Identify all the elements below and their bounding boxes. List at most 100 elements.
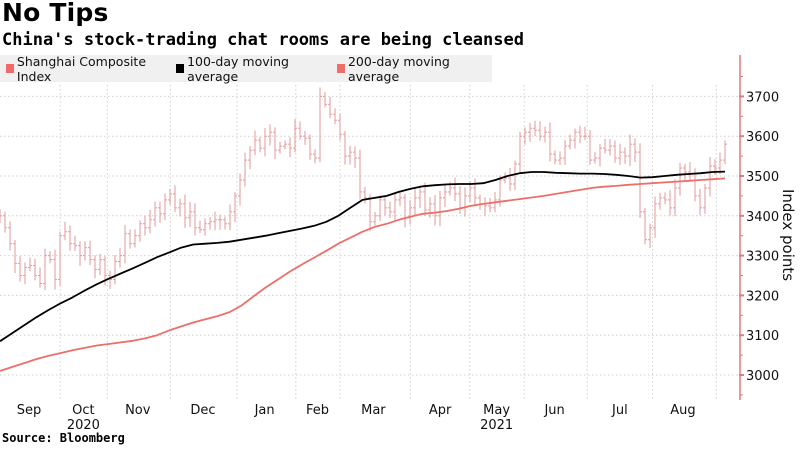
x-axis: Sep Oct Nov Dec Jan Feb Mar Apr May Jun Jul Aug 2020…	[17, 403, 696, 433]
price-bar	[28, 257, 32, 272]
chart-subtitle: China's stock-trading chat rooms are bei…	[2, 30, 524, 50]
price-bar	[8, 221, 12, 251]
price-bar	[503, 172, 507, 184]
price-bar	[508, 167, 512, 191]
price-bar	[308, 134, 312, 160]
price-bar	[708, 156, 712, 197]
price-bar	[608, 139, 612, 156]
moving-average-lines	[0, 170, 726, 372]
price-bar	[393, 192, 397, 222]
price-bar	[193, 203, 197, 236]
price-bar	[198, 220, 202, 234]
chart-title: No Tips	[2, 0, 109, 27]
price-bar	[78, 241, 82, 266]
x-tick-label: Nov	[125, 403, 151, 418]
price-bar	[188, 201, 192, 228]
price-bar	[698, 188, 702, 216]
price-bar	[143, 215, 147, 236]
price-bar	[483, 197, 487, 217]
price-bar	[668, 190, 672, 216]
price-bar	[138, 220, 142, 242]
price-bar	[548, 122, 552, 162]
price-bar	[513, 160, 517, 190]
price-bar	[293, 119, 297, 153]
price-bar	[163, 193, 167, 221]
x-tick-label: Sep	[17, 403, 42, 418]
price-bar	[218, 214, 222, 230]
price-bar	[173, 185, 177, 212]
price-bar	[573, 128, 577, 149]
price-bar	[613, 140, 617, 163]
price-bar	[108, 270, 112, 289]
ma100-line	[0, 170, 726, 342]
price-bar	[578, 125, 582, 144]
price-bar	[158, 201, 162, 224]
price-bar	[663, 192, 667, 205]
price-bar	[23, 262, 27, 285]
price-bar	[113, 255, 117, 285]
price-bar	[423, 182, 427, 216]
price-bar	[283, 140, 287, 150]
y-tick-label: 3700	[746, 90, 779, 105]
price-bar	[433, 195, 437, 226]
x-tick-label: Apr	[429, 403, 452, 418]
price-bar	[83, 241, 87, 261]
price-bar	[408, 199, 412, 225]
price-bar	[48, 251, 52, 264]
x-tick-label: Jan	[254, 403, 275, 418]
price-bar	[248, 146, 252, 169]
price-bar	[718, 152, 722, 174]
y-axis-title: Index points	[779, 189, 797, 281]
price-bar	[553, 150, 557, 165]
price-bar	[168, 188, 172, 205]
price-bar	[363, 186, 367, 204]
price-bar	[243, 152, 247, 187]
price-bar	[538, 121, 542, 141]
legend: Shanghai Composite Index 100-day moving …	[0, 54, 492, 84]
y-tick-label: 3600	[746, 130, 779, 145]
x-year-label: 2021	[480, 418, 513, 433]
price-bar	[358, 149, 362, 200]
price-bar	[203, 218, 207, 236]
price-bar	[58, 231, 62, 286]
price-bar	[658, 192, 662, 210]
ma200-line	[0, 177, 726, 372]
price-bar	[653, 196, 657, 238]
price-bar	[68, 225, 72, 251]
y-tick-label: 3100	[746, 329, 779, 344]
price-bar	[598, 144, 602, 167]
price-bar	[93, 255, 97, 279]
price-bar	[333, 108, 337, 125]
price-bar	[298, 121, 302, 140]
price-bar	[583, 126, 587, 141]
price-bar	[253, 130, 257, 156]
price-bar	[278, 141, 282, 154]
price-bar	[703, 183, 707, 214]
price-bar	[123, 225, 127, 264]
x-tick-label: Dec	[190, 403, 215, 418]
price-bar	[153, 201, 157, 227]
price-bar	[473, 178, 477, 207]
price-bar	[458, 186, 462, 214]
source-note: Source: Bloomberg	[2, 431, 125, 445]
price-bar	[528, 122, 532, 142]
y-tick-label: 3300	[746, 250, 779, 265]
price-bar	[273, 127, 277, 160]
price-bar	[318, 87, 322, 163]
price-bar	[628, 134, 632, 167]
price-bar	[228, 204, 232, 231]
price-bar	[348, 145, 352, 165]
y-tick-label: 3500	[746, 170, 779, 185]
x-tick-label: Aug	[670, 403, 695, 418]
price-bar	[688, 161, 692, 182]
x-tick-label: Mar	[361, 403, 386, 418]
x-year-label: 2020	[67, 418, 100, 433]
y-tick-label: 3000	[746, 369, 779, 384]
price-bar	[183, 194, 187, 228]
price-bar	[128, 229, 132, 249]
price-bar	[413, 188, 417, 216]
price-bar	[238, 173, 242, 206]
x-tick-label: Feb	[306, 403, 329, 418]
y-tick-label: 3200	[746, 289, 779, 304]
